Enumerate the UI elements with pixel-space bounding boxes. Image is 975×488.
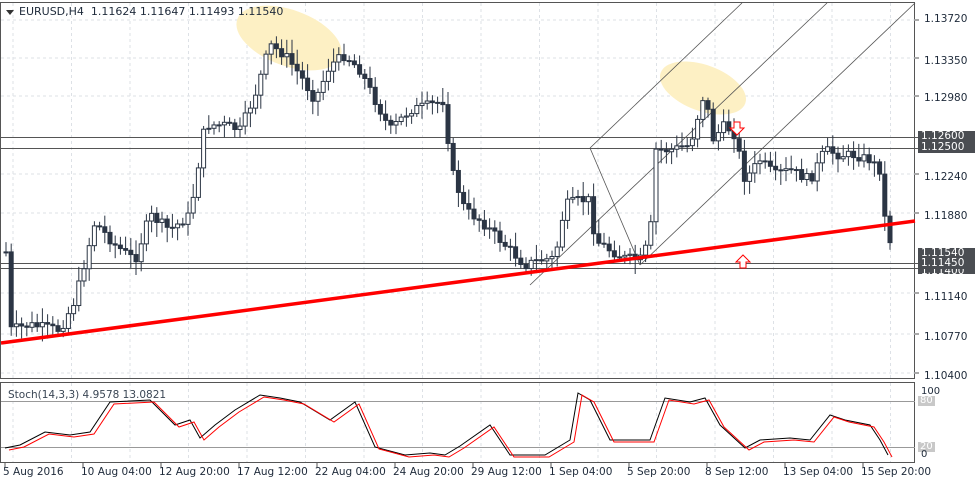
- time-label: 22 Aug 04:00: [315, 466, 386, 478]
- time-label: 8 Sep 12:00: [705, 466, 769, 478]
- time-label: 12 Aug 20:00: [159, 466, 230, 478]
- down-arrow-icon: [728, 121, 746, 136]
- candles: [3, 36, 893, 342]
- time-label: 29 Aug 12:00: [471, 466, 542, 478]
- stoch-level-20-label: 20: [918, 441, 935, 452]
- price-tick: 1.11140: [924, 291, 968, 303]
- highlight-ellipse-left: [236, 5, 342, 71]
- time-label: 1 Sep 04:00: [549, 466, 613, 478]
- level-tag-1.12600: 1.12600: [918, 131, 975, 142]
- time-label: 17 Aug 12:00: [237, 466, 308, 478]
- price-tick: 1.10770: [924, 331, 968, 343]
- stoch-level-100-label: 100: [921, 386, 941, 397]
- time-label: 10 Aug 04:00: [81, 466, 152, 478]
- time-label: 5 Aug 2016: [3, 466, 64, 478]
- price-tick: 1.13720: [924, 13, 968, 25]
- time-axis-ticks: [4, 462, 864, 467]
- level-tag-1.12500: 1.12500: [918, 142, 975, 153]
- time-label: 15 Sep 20:00: [861, 466, 932, 478]
- price-tick: 1.11880: [924, 210, 968, 222]
- current-price-tag: 1.11540: [918, 248, 975, 259]
- stoch-signal-line: [8, 394, 893, 458]
- symbol-label: EURUSD,H4: [19, 5, 84, 18]
- time-label: 5 Sep 20:00: [627, 466, 691, 478]
- price-tick: 1.10400: [924, 370, 968, 382]
- highlight-ellipse-right: [659, 61, 747, 115]
- stoch-main-line: [4, 392, 889, 456]
- grid: [1, 3, 915, 462]
- ohlc-values: 1.11624 1.11647 1.11493 1.11540: [90, 5, 284, 18]
- stoch-level-0-label: 0: [921, 449, 928, 460]
- price-axis-ticks: [915, 19, 919, 374]
- stoch-panel-frame: [0, 382, 915, 463]
- support-trendline[interactable]: [0, 219, 916, 345]
- level-tag-1.11450: 1.11450: [918, 258, 975, 269]
- time-label: 24 Aug 20:00: [393, 466, 464, 478]
- stoch-level-80-label: 80: [918, 395, 935, 406]
- level-tag-1.11400: 1.11400: [918, 268, 975, 274]
- price-tick: 1.12240: [924, 171, 968, 183]
- dropdown-triangle-icon[interactable]: [6, 9, 14, 15]
- stoch-indicator-label: Stoch(14,3,3) 4.9578 13.0821: [8, 389, 167, 401]
- horizontal-levels[interactable]: [1, 137, 975, 269]
- andrews-pitchfork[interactable]: [529, 2, 916, 286]
- price-tick: 1.12980: [924, 92, 968, 104]
- up-arrow-icon: [734, 254, 752, 269]
- time-label: 13 Sep 04:00: [783, 466, 854, 478]
- price-tick: 1.13350: [924, 55, 968, 67]
- chart-header: EURUSD,H4 1.11624 1.11647 1.11493 1.1154…: [6, 5, 283, 18]
